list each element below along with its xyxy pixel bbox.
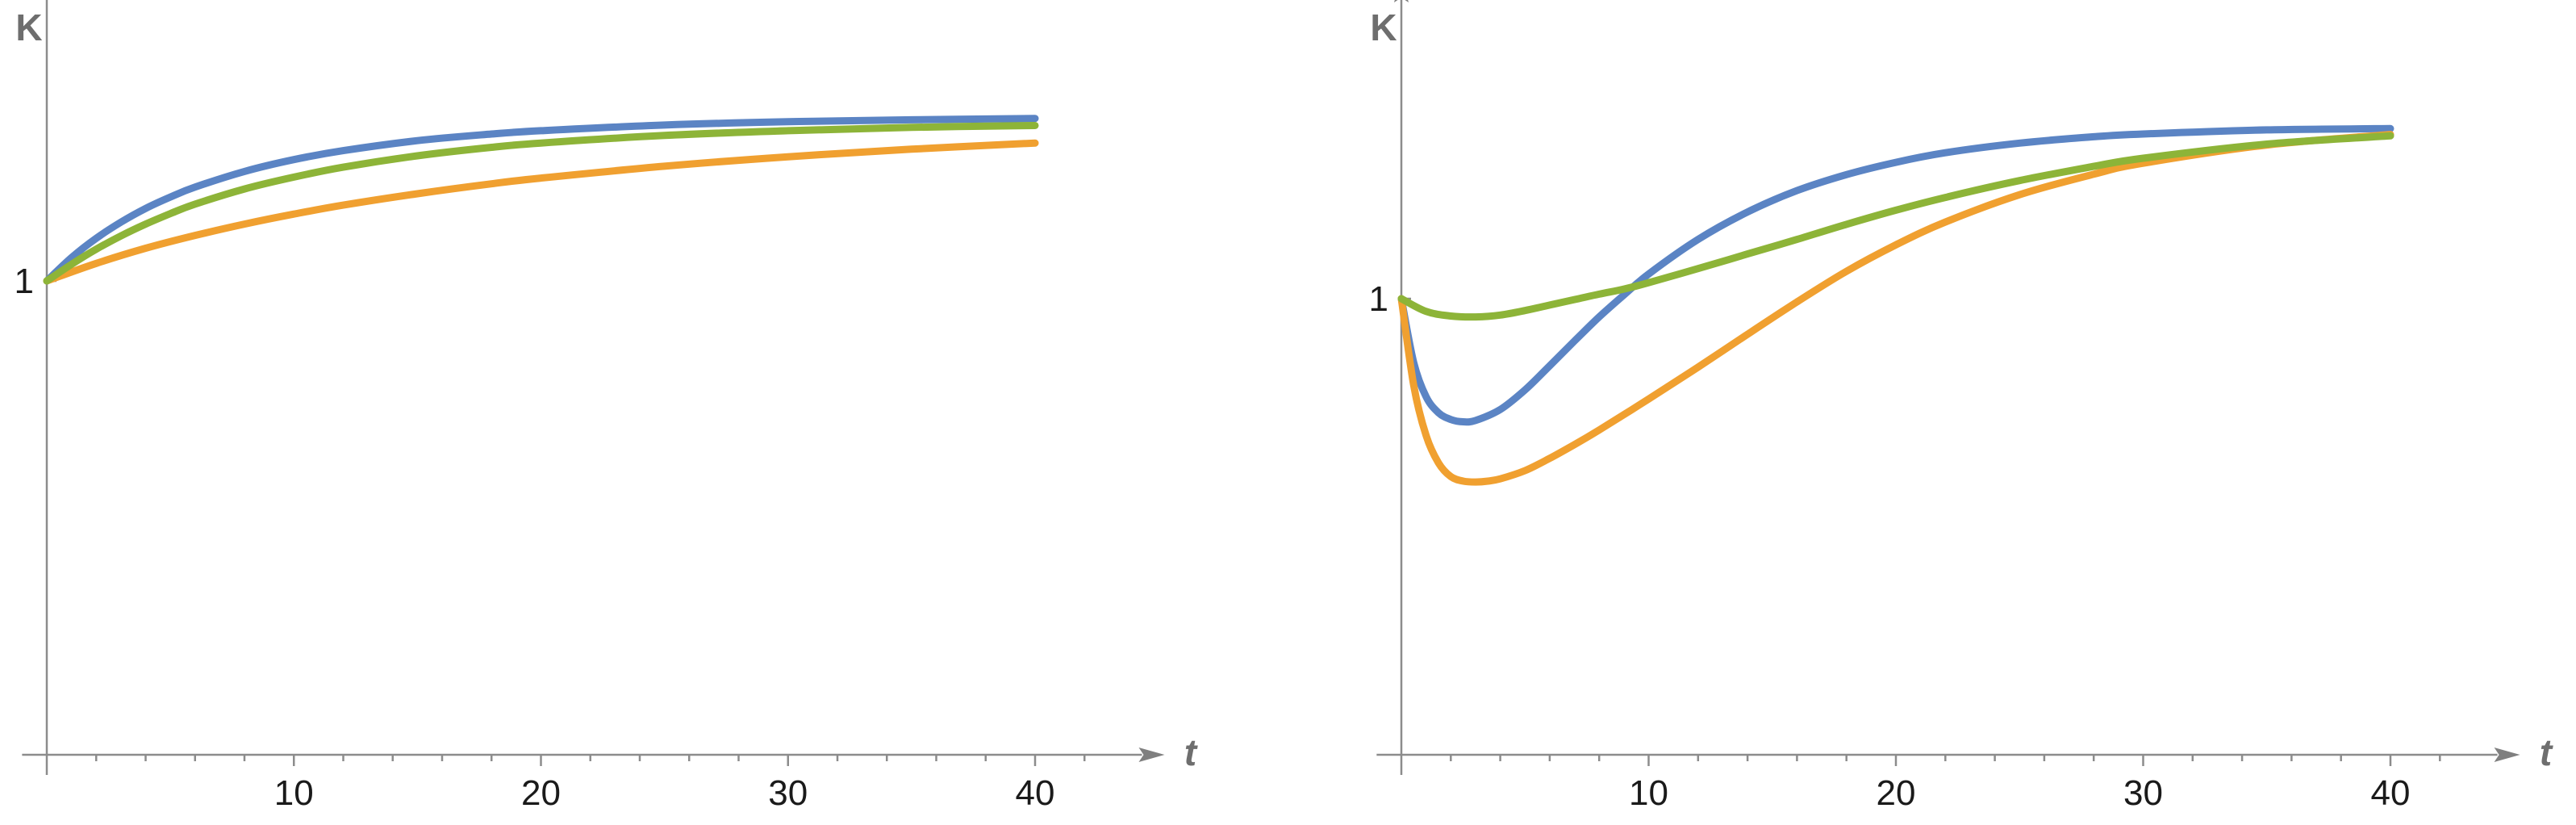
series-line-green (43, 122, 1039, 285)
series-line-blue (43, 115, 1039, 285)
x-tick-label: 20 (1877, 773, 1916, 813)
chart-2: 10 20 30 40 1 Kt (1369, 0, 2553, 813)
x-tick-label: 10 (274, 773, 314, 813)
x-tick-label: 30 (768, 773, 808, 813)
chart-1: 10 20 30 40 1 Kt (15, 0, 1198, 813)
series-line-orange (43, 139, 1039, 285)
y-axis-label: K (15, 6, 42, 48)
x-tick-label: 40 (1016, 773, 1055, 813)
y-axis-arrow (1394, 0, 1409, 2)
x-axis-label: t (2540, 731, 2553, 773)
x-axis-arrow (2494, 748, 2520, 762)
y-tick-label: 1 (1369, 279, 1388, 319)
series-line-blue (1397, 124, 2394, 426)
y-axis-label: K (1370, 6, 1397, 48)
x-axis-label: t (1184, 731, 1198, 773)
series-line-green (1397, 132, 2394, 321)
x-tick-label: 20 (521, 773, 561, 813)
x-tick-label: 10 (1629, 773, 1668, 813)
series-line-orange (1397, 131, 2394, 486)
x-tick-label: 30 (2123, 773, 2163, 813)
y-tick-label: 1 (15, 262, 34, 301)
x-axis-arrow (1138, 748, 1165, 762)
x-tick-label: 40 (2371, 773, 2411, 813)
